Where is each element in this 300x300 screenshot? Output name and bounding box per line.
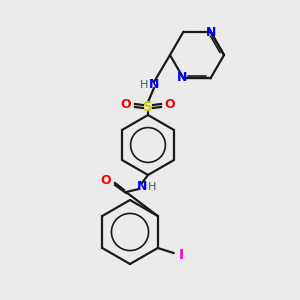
Text: N: N	[137, 181, 147, 194]
Text: I: I	[179, 248, 184, 262]
Text: N: N	[149, 79, 159, 92]
Text: H: H	[140, 80, 148, 90]
Text: O: O	[165, 98, 175, 112]
Text: H: H	[148, 182, 156, 192]
Text: S: S	[143, 100, 153, 114]
Text: O: O	[101, 175, 111, 188]
Text: N: N	[177, 71, 188, 84]
Text: O: O	[121, 98, 131, 112]
Text: N: N	[206, 26, 217, 39]
